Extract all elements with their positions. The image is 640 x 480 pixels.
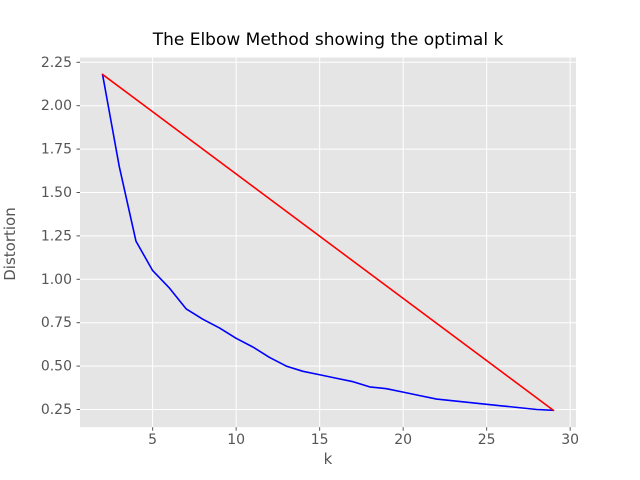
y-tick-label: 2.25: [41, 55, 72, 71]
y-tick-label: 0.50: [41, 359, 72, 375]
x-tick-label: 25: [478, 432, 496, 448]
y-tick-label: 0.25: [41, 402, 72, 418]
y-tick-label: 1.50: [41, 185, 72, 201]
x-tick-label: 5: [148, 432, 157, 448]
x-tick-label: 10: [227, 432, 245, 448]
y-axis-label: Distortion: [1, 207, 19, 281]
x-tick-label: 20: [394, 432, 412, 448]
y-tick-label: 1.25: [41, 228, 72, 244]
chart-title: The Elbow Method showing the optimal k: [152, 30, 504, 50]
y-tick-label: 1.00: [41, 272, 72, 288]
y-tick-label: 0.75: [41, 315, 72, 331]
x-axis-label: k: [323, 450, 333, 468]
x-tick-label: 30: [561, 432, 579, 448]
series-reference-line: [101, 73, 555, 412]
y-tick-label: 2.00: [41, 98, 72, 114]
x-tick-label: 15: [311, 432, 329, 448]
series-distortion-curve: [101, 73, 555, 412]
y-tick-label: 1.75: [41, 142, 72, 158]
